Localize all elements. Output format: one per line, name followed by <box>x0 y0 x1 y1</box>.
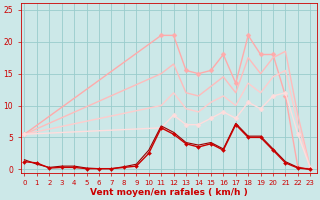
X-axis label: Vent moyen/en rafales ( km/h ): Vent moyen/en rafales ( km/h ) <box>90 188 247 197</box>
